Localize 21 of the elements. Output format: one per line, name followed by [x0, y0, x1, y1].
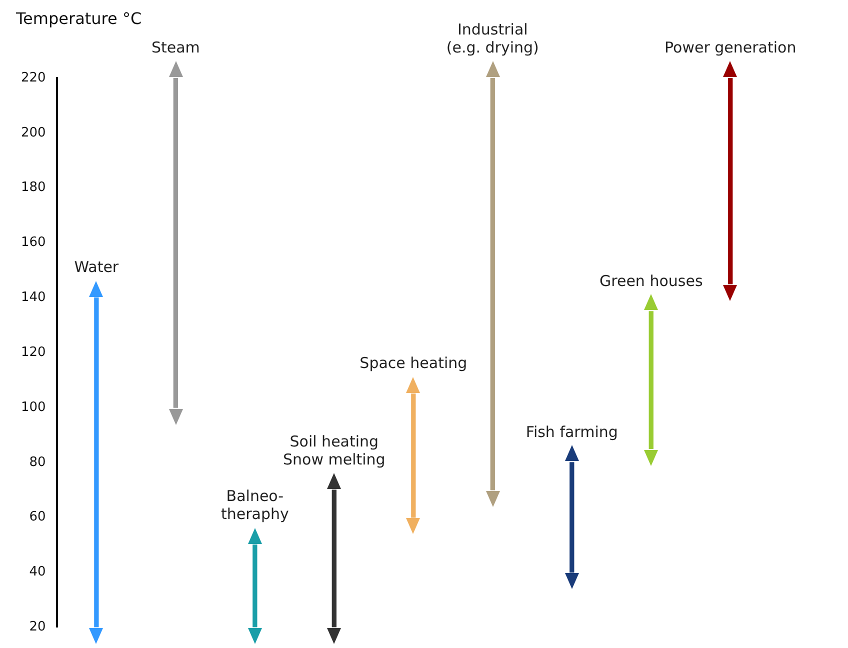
- y-tick-label: 140: [20, 290, 46, 306]
- y-tick-label: 60: [29, 510, 46, 525]
- y-tick-label: 40: [29, 564, 46, 580]
- y-axis-title: Temperature °C: [15, 9, 142, 28]
- y-tick-label: 80: [29, 454, 46, 470]
- x-tick-label: Soil heating Snow melting: [283, 432, 386, 468]
- y-tick-label: 20: [29, 620, 46, 635]
- x-tick-label: Water: [74, 258, 120, 276]
- y-tick-label: 160: [20, 235, 46, 250]
- x-tick-label: Steam: [151, 38, 200, 56]
- y-tick-label: 200: [20, 125, 46, 140]
- x-tick-label: Industrial (e.g. drying): [446, 20, 539, 56]
- x-tick-label: Space heating: [360, 354, 468, 372]
- x-tick-label: Fish farming: [526, 422, 618, 441]
- x-tick-label: Green houses: [600, 272, 703, 290]
- x-tick-label: Balneo- theraphy: [220, 487, 289, 524]
- y-tick-label: 180: [20, 180, 46, 196]
- y-tick-label: 220: [20, 70, 46, 86]
- x-tick-label: Power generation: [664, 38, 796, 56]
- y-tick-label: 100: [20, 400, 46, 415]
- y-tick-label: 120: [20, 344, 46, 360]
